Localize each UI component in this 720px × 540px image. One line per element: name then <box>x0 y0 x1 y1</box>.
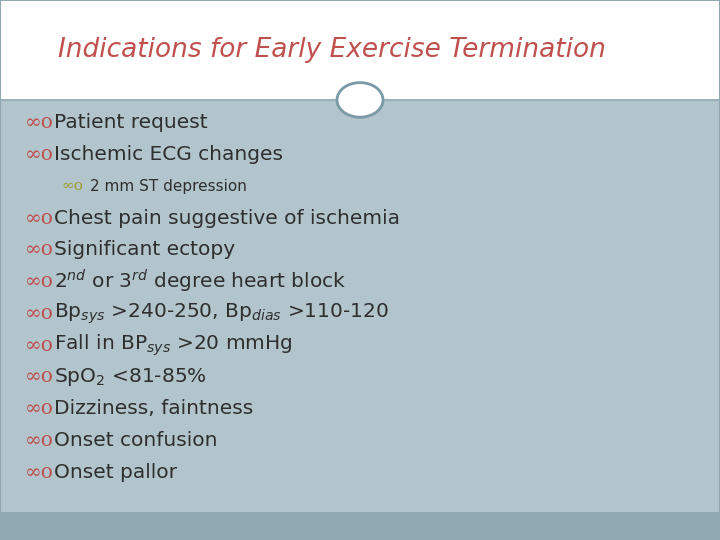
Text: ∞o: ∞o <box>25 367 54 386</box>
Text: ∞o: ∞o <box>25 240 54 259</box>
Text: ∞o: ∞o <box>25 113 54 132</box>
Bar <box>0 0 720 100</box>
Text: ∞o: ∞o <box>25 272 54 291</box>
Bar <box>0 512 720 540</box>
Text: 2$^{nd}$ or 3$^{rd}$ degree heart block: 2$^{nd}$ or 3$^{rd}$ degree heart block <box>54 268 346 295</box>
Text: Bp$_{sys}$ >240-250, Bp$_{dias}$ >110-120: Bp$_{sys}$ >240-250, Bp$_{dias}$ >110-12… <box>54 301 389 326</box>
Text: ∞o: ∞o <box>25 336 54 355</box>
Text: Onset confusion: Onset confusion <box>54 431 217 450</box>
Text: ∞o: ∞o <box>61 179 83 193</box>
Text: Dizziness, faintness: Dizziness, faintness <box>54 399 253 418</box>
Text: SpO$_2$ <81-85%: SpO$_2$ <81-85% <box>54 366 207 388</box>
Text: Fall in BP$_{sys}$ >20 mmHg: Fall in BP$_{sys}$ >20 mmHg <box>54 332 292 358</box>
Text: ∞o: ∞o <box>25 431 54 450</box>
Circle shape <box>337 83 383 117</box>
Text: ∞o: ∞o <box>25 304 54 323</box>
Text: Chest pain suggestive of ischemia: Chest pain suggestive of ischemia <box>54 208 400 228</box>
Text: ∞o: ∞o <box>25 399 54 418</box>
Bar <box>0 100 720 512</box>
Text: ∞o: ∞o <box>25 208 54 228</box>
Text: Patient request: Patient request <box>54 113 207 132</box>
Text: ∞o: ∞o <box>25 463 54 482</box>
Text: Indications for Early Exercise Termination: Indications for Early Exercise Terminati… <box>58 37 606 63</box>
Text: Onset pallor: Onset pallor <box>54 463 177 482</box>
Text: Significant ectopy: Significant ectopy <box>54 240 235 259</box>
Text: ∞o: ∞o <box>25 145 54 164</box>
Text: Ischemic ECG changes: Ischemic ECG changes <box>54 145 283 164</box>
Text: 2 mm ST depression: 2 mm ST depression <box>90 179 247 194</box>
